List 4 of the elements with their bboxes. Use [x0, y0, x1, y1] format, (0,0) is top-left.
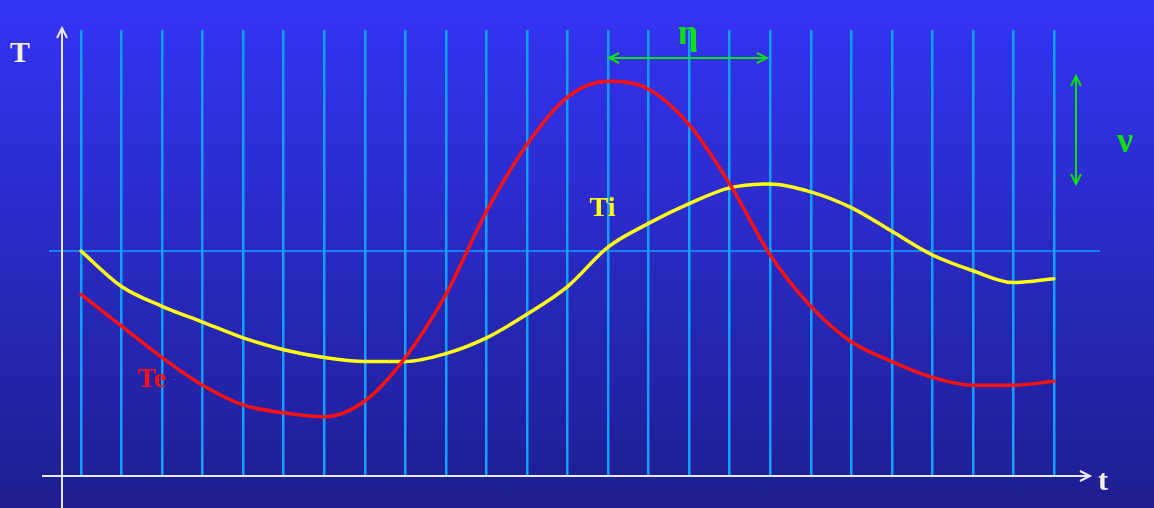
- x-axis-title: t: [1098, 463, 1108, 497]
- text: ν: [1116, 119, 1134, 161]
- y-axis-title: T: [9, 35, 31, 69]
- text: η: [677, 11, 699, 53]
